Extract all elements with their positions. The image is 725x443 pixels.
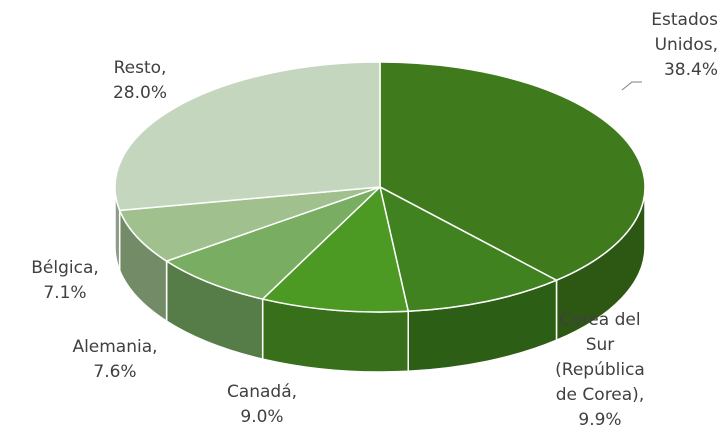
data-label: Canadá, 9.0% (222, 380, 302, 430)
slice (118, 186, 381, 262)
slice (164, 186, 381, 300)
separator: , (712, 35, 718, 55)
category-name: Estados Unidos (651, 10, 718, 55)
value-label: 7.1% (43, 283, 87, 303)
slice (378, 185, 559, 313)
data-label: Resto, 28.0% (95, 56, 185, 106)
slice (379, 61, 646, 282)
data-label: Estados Unidos, 38.4% (628, 8, 718, 83)
value-label: 7.6% (93, 362, 137, 382)
value-label: 9.0% (240, 407, 284, 427)
category-name: Resto (113, 58, 162, 78)
data-label: Bélgica, 7.1% (15, 256, 115, 306)
slice (261, 185, 410, 313)
category-name: Canadá (226, 382, 292, 402)
value-label: 28.0% (112, 83, 167, 103)
separator: , (291, 382, 298, 402)
separator: , (638, 385, 645, 405)
separator: , (161, 58, 167, 78)
separator: , (93, 258, 99, 278)
separator: , (152, 337, 158, 357)
category-name: Corea del Sur (República de Corea) (555, 310, 645, 405)
data-label: Corea del Sur (República de Corea), 9.9% (545, 308, 655, 433)
value-label: 9.9% (578, 410, 622, 430)
slice (114, 61, 381, 212)
data-label: Alemania, 7.6% (60, 335, 170, 385)
leader-line (621, 81, 642, 91)
value-label: 38.4% (663, 60, 718, 80)
category-name: Alemania (72, 337, 153, 357)
category-name: Bélgica (31, 258, 94, 278)
